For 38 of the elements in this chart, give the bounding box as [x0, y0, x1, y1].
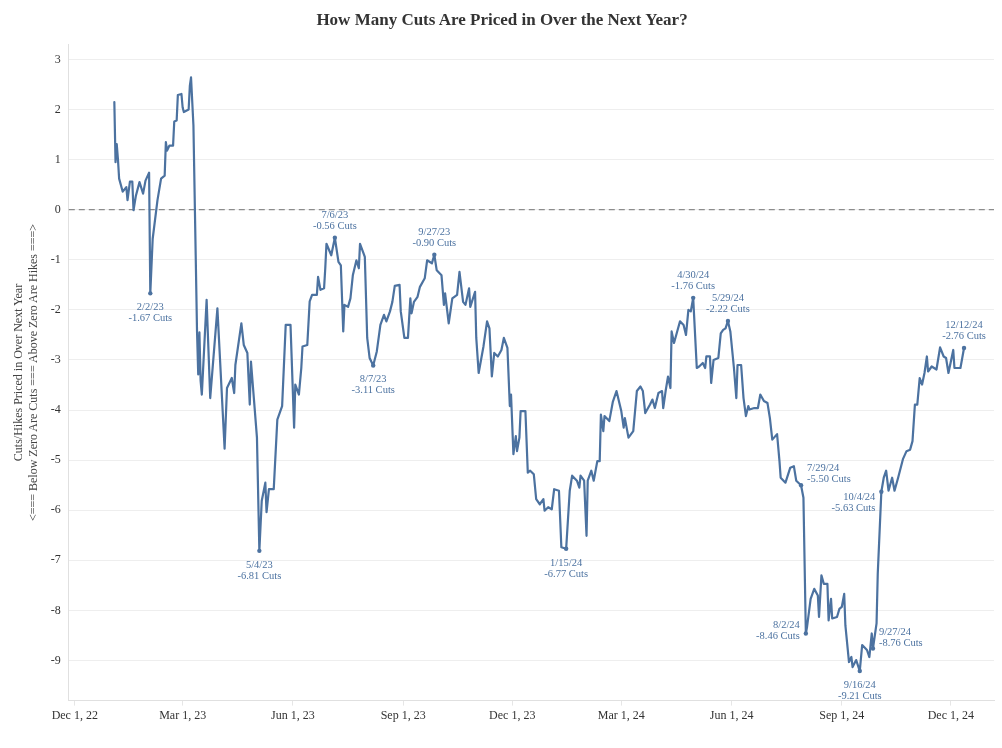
y-tick-label: -9	[50, 652, 61, 667]
y-tick-label: -4	[50, 402, 61, 417]
annotation: 2/2/23 -1.67 Cuts	[128, 301, 173, 324]
y-axis-title: Cuts/Hikes Priced in Over Next Year <=== Below Zero Are Cuts === Above Zero Are Hikes ===>	[11, 223, 40, 522]
x-tick-label: Sep 1, 24	[819, 707, 865, 722]
y-tick-label: 3	[54, 51, 61, 66]
chart-title: How Many Cuts Are Priced in Over the Next Year?	[316, 9, 688, 29]
annotation: 9/27/24 -8.76 Cuts	[878, 625, 923, 648]
y-tick-label: -6	[50, 502, 61, 517]
annotation: 12/12/24 -2.76 Cuts	[942, 318, 986, 341]
annotation: 10/4/24 -5.63 Cuts	[831, 490, 877, 513]
y-tick-label: 1	[54, 151, 61, 166]
annotation: 5/29/24 -2.22 Cuts	[706, 291, 750, 314]
annotation: 5/4/23 -6.81 Cuts	[237, 558, 282, 581]
x-tick-label: Mar 1, 23	[159, 707, 207, 722]
x-tick-label: Mar 1, 24	[597, 707, 645, 722]
annotation: 8/7/23 -3.11 Cuts	[351, 373, 395, 396]
annotation: 8/2/24 -8.46 Cuts	[756, 619, 801, 642]
x-tick-label: Sep 1, 23	[380, 707, 426, 722]
y-tick-label: 2	[54, 101, 61, 116]
y-tick-label: 0	[54, 201, 61, 216]
x-tick-label: Dec 1, 22	[51, 707, 98, 722]
annotation: 7/29/24 -5.50 Cuts	[807, 462, 851, 485]
y-tick-label: -3	[50, 352, 61, 367]
x-tick-label: Jun 1, 23	[271, 707, 315, 722]
annotation: 4/30/24 -1.76 Cuts	[671, 268, 716, 291]
annotation: 7/6/23 -0.56 Cuts	[312, 208, 357, 231]
x-tick-label: Jun 1, 24	[709, 707, 754, 722]
annotation: 1/15/24 -6.77 Cuts	[544, 556, 589, 579]
annotation: 9/16/24 -9.21 Cuts	[837, 679, 882, 702]
y-tick-label: -7	[50, 552, 61, 567]
y-tick-label: -2	[50, 302, 61, 317]
y-tick-label: -5	[50, 452, 61, 467]
x-tick-label: Dec 1, 24	[927, 707, 975, 722]
x-tick-label: Dec 1, 23	[489, 707, 536, 722]
y-tick-label: -1	[50, 251, 61, 266]
y-tick-label: -8	[50, 602, 61, 617]
annotation: 9/27/23 -0.90 Cuts	[412, 225, 457, 248]
